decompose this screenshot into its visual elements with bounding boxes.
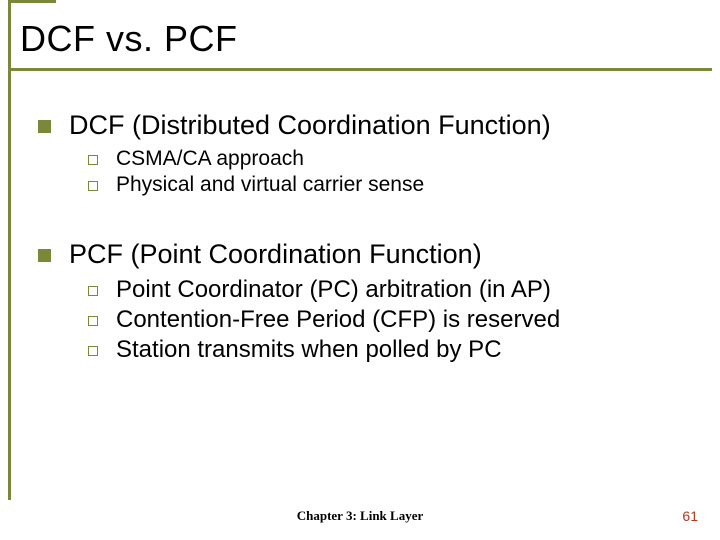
rule-under — [8, 68, 712, 71]
list-item: CSMA/CA approach — [88, 147, 690, 171]
slide: DCF vs. PCF DCF (Distributed Coordinatio… — [0, 0, 720, 540]
hollow-square-bullet-icon — [88, 181, 98, 191]
hollow-square-bullet-icon — [88, 286, 98, 296]
section-heading-text: PCF (Point Coordination Function) — [69, 239, 482, 270]
section-heading: PCF (Point Coordination Function) — [38, 239, 690, 270]
list-item: Contention-Free Period (CFP) is reserved — [88, 306, 690, 334]
list-item: Physical and virtual carrier sense — [88, 173, 690, 197]
slide-title: DCF vs. PCF — [20, 18, 720, 70]
list-item-text: Contention-Free Period (CFP) is reserved — [116, 306, 560, 334]
square-bullet-icon — [38, 120, 51, 133]
list-item-text: Station transmits when polled by PC — [116, 336, 502, 364]
hollow-square-bullet-icon — [88, 346, 98, 356]
list-item-text: CSMA/CA approach — [116, 147, 304, 171]
square-bullet-icon — [38, 249, 51, 262]
section-heading-text: DCF (Distributed Coordination Function) — [69, 110, 551, 141]
list-item: Point Coordinator (PC) arbitration (in A… — [88, 276, 690, 304]
list-item: Station transmits when polled by PC — [88, 336, 690, 364]
rule-left — [8, 0, 11, 500]
footer-chapter: Chapter 3: Link Layer — [0, 508, 720, 524]
hollow-square-bullet-icon — [88, 155, 98, 165]
section-heading: DCF (Distributed Coordination Function) — [38, 110, 690, 141]
list-item-text: Point Coordinator (PC) arbitration (in A… — [116, 276, 551, 304]
title-wrap: DCF vs. PCF — [0, 0, 720, 70]
list-item-text: Physical and virtual carrier sense — [116, 173, 424, 197]
content: DCF (Distributed Coordination Function) C… — [0, 70, 720, 364]
hollow-square-bullet-icon — [88, 316, 98, 326]
section-spacer — [38, 199, 690, 221]
footer-page: 61 — [682, 508, 698, 524]
